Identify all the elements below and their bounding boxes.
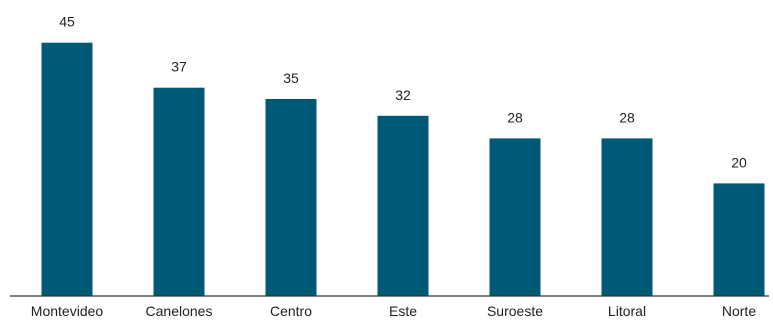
category-label-litoral: Litoral [608,303,646,319]
value-label-este: 32 [395,87,411,103]
value-label-suroeste: 28 [507,109,523,125]
bar-norte [713,183,765,296]
category-label-suroeste: Suroeste [487,303,543,319]
value-labels-group: 45 37 35 32 28 28 20 [59,14,747,171]
bars-group [41,42,765,297]
bar-este [377,115,429,296]
value-label-norte: 20 [731,154,747,170]
bar-centro [265,99,317,296]
bar-montevideo [41,42,93,297]
value-label-montevideo: 45 [59,14,75,30]
category-label-este: Este [389,303,417,319]
bar-litoral [601,138,653,296]
category-label-canelones: Canelones [146,303,213,319]
category-labels-group: Montevideo Canelones Centro Este Suroeste Lit… [31,303,757,319]
value-label-canelones: 37 [171,59,187,75]
bar-canelones [153,87,205,296]
category-label-montevideo: Montevideo [31,303,104,319]
value-label-centro: 35 [283,70,299,86]
category-label-centro: Centro [270,303,312,319]
bar-suroeste [489,138,541,296]
category-label-norte: Norte [722,303,756,319]
value-label-litoral: 28 [619,109,635,125]
